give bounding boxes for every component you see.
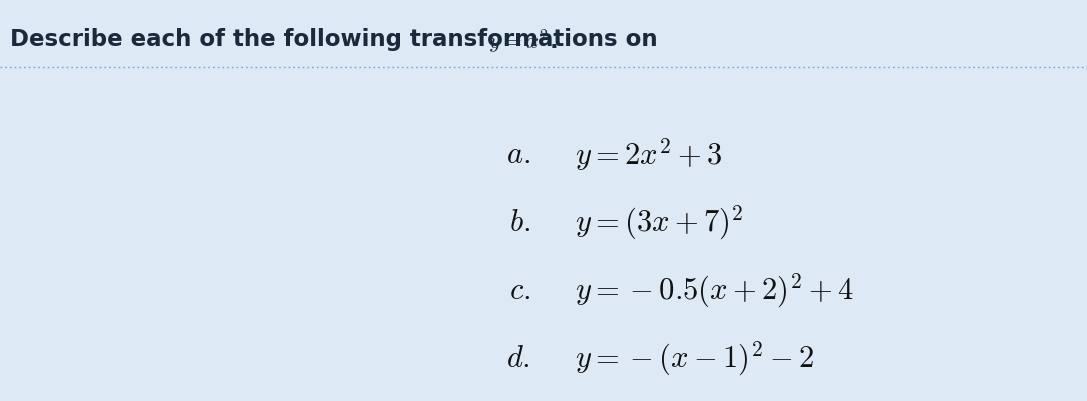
Text: $y = -(x - 1)^2 - 2$: $y = -(x - 1)^2 - 2$ [575, 339, 814, 377]
Text: $y = -0.5(x + 2)^2 + 4$: $y = -0.5(x + 2)^2 + 4$ [575, 271, 853, 310]
Text: $b.$: $b.$ [509, 208, 530, 237]
Text: $y = 2x^2 + 3$: $y = 2x^2 + 3$ [575, 136, 722, 173]
Text: $d.$: $d.$ [507, 344, 530, 373]
Text: $c.$: $c.$ [509, 276, 530, 305]
Text: $a.$: $a.$ [505, 140, 530, 169]
Text: $y = x^2$.: $y = x^2$. [488, 28, 558, 56]
Text: Describe each of the following transformations on: Describe each of the following transform… [10, 28, 665, 51]
Text: $y = (3x + 7)^2$: $y = (3x + 7)^2$ [575, 203, 744, 242]
